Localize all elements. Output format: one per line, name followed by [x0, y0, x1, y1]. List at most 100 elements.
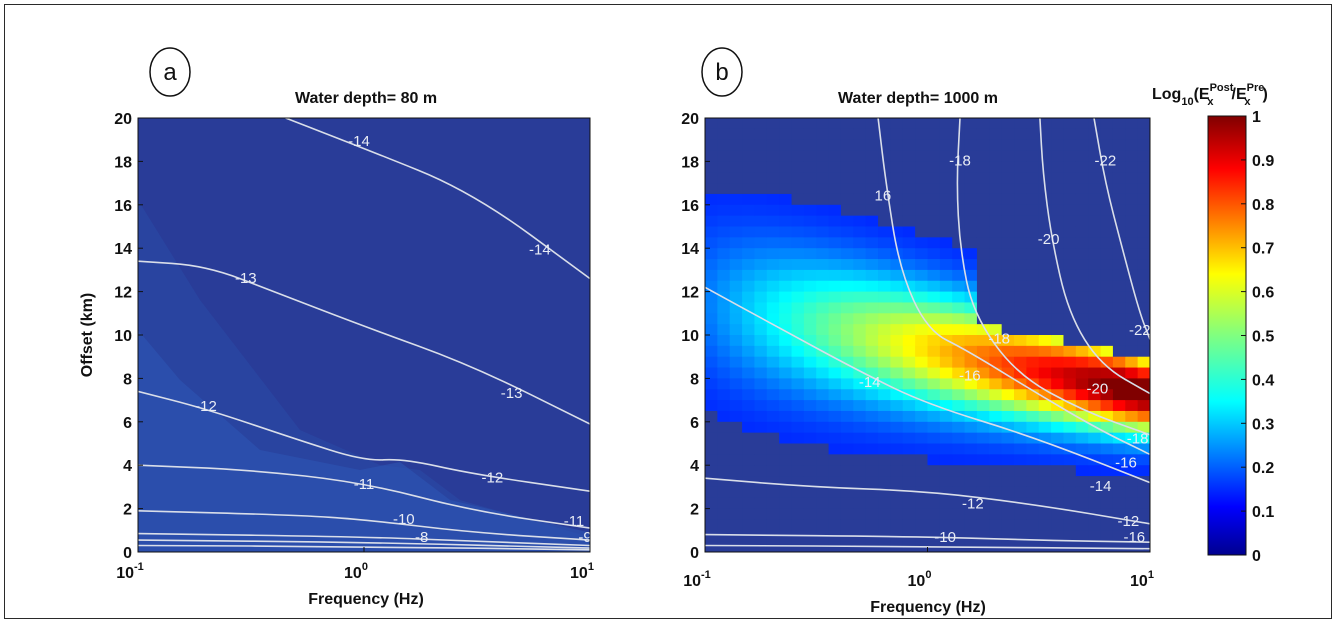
contour-line: [138, 260, 590, 425]
heat-cell: [754, 215, 768, 227]
heat-cell: [766, 497, 780, 509]
heat-cell: [1014, 302, 1027, 314]
heat-cell: [1001, 128, 1015, 141]
heat-cell: [766, 302, 780, 314]
heat-cell: [1038, 204, 1052, 217]
heat-cell: [915, 161, 928, 173]
heat-cell: [742, 183, 755, 195]
heat-cell: [915, 237, 928, 249]
heat-cell: [1001, 508, 1015, 520]
heat-cell: [1051, 389, 1064, 401]
heat-cell: [840, 118, 854, 130]
heat-cell: [1088, 465, 1101, 477]
x-tick-label: 100: [344, 561, 368, 582]
heat-cell: [1001, 248, 1015, 260]
heat-cell: [952, 172, 965, 184]
heat-cell: [791, 183, 805, 195]
contour-label: 16: [875, 188, 892, 205]
heat-cell: [1125, 150, 1139, 162]
heat-cell: [840, 128, 854, 141]
heat-cell: [705, 313, 718, 325]
heat-cell: [705, 215, 718, 227]
heat-cell: [766, 172, 780, 184]
heat-cell: [717, 389, 731, 401]
heat-cell: [1088, 378, 1101, 390]
heat-cell: [742, 530, 755, 542]
heat-cell: [890, 193, 904, 206]
heat-cell: [1112, 237, 1126, 249]
heat-cell: [939, 530, 953, 542]
heat-cell: [1014, 215, 1027, 227]
heat-cell: [1075, 497, 1089, 509]
heat-cell: [1051, 248, 1064, 260]
heat-cell: [766, 432, 780, 444]
heat-cell: [1063, 215, 1077, 227]
heat-cell: [803, 324, 817, 336]
heat-cell: [803, 150, 817, 162]
heat-cell: [902, 324, 916, 336]
heat-cell: [853, 291, 867, 303]
heat-cell: [952, 356, 965, 368]
heat-cell: [729, 432, 743, 444]
heat-cell: [1137, 454, 1150, 466]
heat-cell: [976, 400, 990, 412]
heat-cell: [1088, 259, 1101, 271]
heat-cell: [729, 345, 743, 358]
heat-cell: [754, 465, 768, 477]
heat-cell: [803, 432, 817, 444]
heat-cell: [1014, 128, 1027, 141]
heat-cell: [828, 237, 842, 249]
heat-cell: [1075, 248, 1089, 260]
heat-cell: [717, 541, 731, 552]
heat-cell: [705, 541, 718, 552]
heat-cell: [1112, 410, 1126, 423]
heat-cell: [939, 161, 953, 173]
heat-cell: [902, 378, 916, 390]
heat-cell: [1051, 541, 1064, 552]
heat-cell: [729, 280, 743, 292]
heat-cell: [742, 465, 755, 477]
heat-cell: [717, 193, 731, 206]
heat-cell: [964, 118, 978, 130]
heat-cell: [828, 118, 842, 130]
heat-cell: [717, 128, 731, 141]
heat-cell: [1014, 248, 1027, 260]
heat-cell: [915, 508, 928, 520]
heat-cell: [816, 226, 830, 238]
heat-cell: [890, 508, 904, 520]
heat-cell: [816, 215, 830, 227]
heat-cell: [1001, 313, 1015, 325]
heat-cell: [1075, 280, 1089, 292]
x-tick-label: 10-1: [683, 569, 711, 590]
heat-cell: [729, 118, 743, 130]
heat-cell: [779, 367, 792, 379]
heat-cell: [1075, 345, 1089, 358]
heat-cell: [902, 291, 916, 303]
heat-cell: [1137, 400, 1150, 412]
heat-cell: [766, 139, 780, 151]
heat-cell: [1051, 530, 1064, 542]
heat-cell: [754, 302, 768, 314]
heat-cell: [742, 541, 755, 552]
contour-line: [705, 477, 1150, 525]
heat-cell: [803, 421, 817, 434]
heat-cell: [927, 291, 941, 303]
heat-cell: [828, 356, 842, 368]
heat-cell: [791, 335, 805, 347]
heat-cell: [705, 367, 718, 379]
heat-cell: [779, 215, 792, 227]
heat-cell: [939, 183, 953, 195]
heat-cell: [976, 269, 990, 282]
heat-cell: [742, 410, 755, 423]
heat-cell: [729, 400, 743, 412]
heat-cell: [828, 269, 842, 282]
heat-cell: [865, 465, 879, 477]
colorbar: Log10(EPost x/EPre x) 00.10.20.30.40.50.60…: [1152, 82, 1274, 565]
heat-cell: [705, 389, 718, 401]
heat-cell: [779, 443, 792, 455]
heat-cell: [1137, 345, 1150, 358]
heat-cell: [1026, 378, 1040, 390]
contour-label: -22: [1129, 322, 1151, 339]
heat-cell: [976, 193, 990, 206]
heat-cell: [952, 465, 965, 477]
